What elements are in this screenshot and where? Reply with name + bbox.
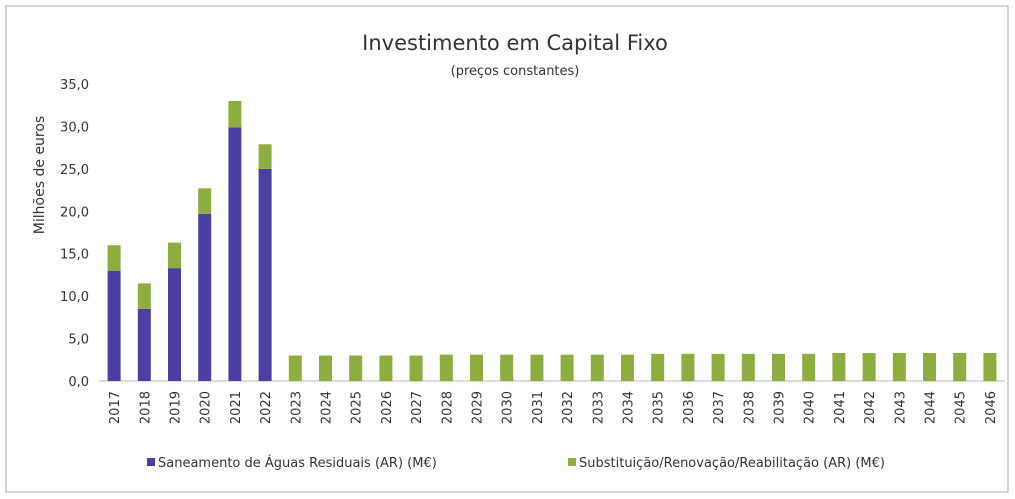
x-tick-label: 2026: [380, 391, 395, 424]
y-tick-label: 10,0: [60, 290, 89, 305]
x-tick-label: 2031: [531, 391, 546, 424]
y-tick-label: 5,0: [68, 333, 89, 348]
bar-segment: [258, 144, 272, 169]
bar-segment: [137, 283, 151, 309]
y-tick-label: 30,0: [60, 120, 89, 135]
legend-swatch: [147, 458, 155, 466]
bar-segment: [228, 100, 242, 128]
bar-segment: [983, 352, 997, 381]
bar-segment: [590, 354, 604, 381]
x-tick-label: 2037: [712, 391, 727, 424]
y-tick-label: 15,0: [60, 248, 89, 263]
bar-segment: [772, 353, 785, 381]
y-axis-label: Milhões de euros: [32, 116, 48, 234]
y-tick-label: 20,0: [60, 205, 89, 220]
bar-segment: [711, 353, 725, 381]
chart-subtitle: (preços constantes): [451, 64, 580, 79]
legend-swatch: [568, 458, 576, 466]
x-tick-label: 2044: [924, 391, 939, 424]
x-tick-label: 2027: [410, 391, 425, 424]
bar-segment: [349, 355, 363, 381]
bar-segment: [107, 245, 121, 271]
x-tick-label: 2035: [652, 391, 667, 424]
x-tick-label: 2040: [803, 391, 818, 424]
legend-label: Substituição/Renovação/Reabilitação (AR)…: [579, 456, 885, 471]
x-tick-label: 2036: [682, 391, 697, 424]
x-tick-label: 2024: [320, 391, 335, 424]
bar-segment: [198, 188, 212, 214]
bar-segment: [168, 268, 181, 381]
x-tick-label: 2030: [501, 391, 516, 424]
x-tick-label: 2022: [259, 391, 274, 424]
bar-segment: [288, 355, 302, 381]
y-tick-label: 35,0: [60, 78, 89, 93]
x-tick-label: 2043: [893, 391, 908, 424]
bar-segment: [107, 270, 121, 381]
x-tick-label: 2045: [954, 391, 969, 424]
bar-segment: [198, 213, 212, 381]
bar-segment: [258, 168, 272, 381]
x-tick-label: 2021: [229, 391, 244, 424]
x-tick-label: 2033: [591, 391, 606, 424]
y-tick-label: 25,0: [60, 163, 89, 178]
bar-segment: [923, 352, 936, 381]
x-tick-label: 2032: [561, 391, 576, 424]
bar-segment: [621, 354, 634, 381]
x-tick-label: 2017: [108, 391, 123, 424]
chart-title: Investimento em Capital Fixo: [362, 31, 668, 55]
legend-label: Saneamento de Águas Residuais (AR) (M€): [158, 455, 437, 471]
bar-segment: [953, 352, 967, 381]
x-tick-label: 2039: [773, 391, 788, 424]
x-tick-label: 2042: [863, 391, 878, 424]
x-tick-label: 2029: [471, 391, 486, 424]
x-tick-label: 2028: [440, 391, 455, 424]
x-tick-label: 2038: [742, 391, 757, 424]
bar-segment: [319, 355, 332, 381]
x-tick-label: 2019: [169, 391, 184, 424]
x-tick-label: 2020: [199, 391, 214, 424]
bar-segment: [228, 127, 242, 381]
x-tick-label: 2023: [289, 391, 304, 424]
bar-segment: [470, 354, 483, 381]
bar-segment: [530, 354, 544, 381]
bar-segment: [651, 353, 665, 381]
y-tick-label: 0,0: [68, 375, 89, 390]
bar-segment: [500, 354, 514, 381]
bar-segment: [681, 353, 695, 381]
bar-segment: [379, 355, 393, 381]
bar-segment: [832, 352, 846, 381]
x-tick-label: 2018: [138, 391, 153, 424]
x-tick-label: 2025: [350, 391, 365, 424]
bar-segment: [439, 354, 453, 381]
bar-segment: [892, 352, 906, 381]
bar-segment: [168, 242, 181, 269]
bar-segment: [802, 353, 816, 381]
bar-segment: [741, 353, 755, 381]
bar-segment: [560, 354, 574, 381]
x-tick-label: 2034: [622, 391, 637, 424]
bar-segment: [137, 308, 151, 381]
x-tick-label: 2046: [984, 391, 999, 424]
bar-segment: [862, 352, 876, 381]
bar-segment: [409, 355, 423, 381]
x-tick-label: 2041: [833, 391, 848, 424]
